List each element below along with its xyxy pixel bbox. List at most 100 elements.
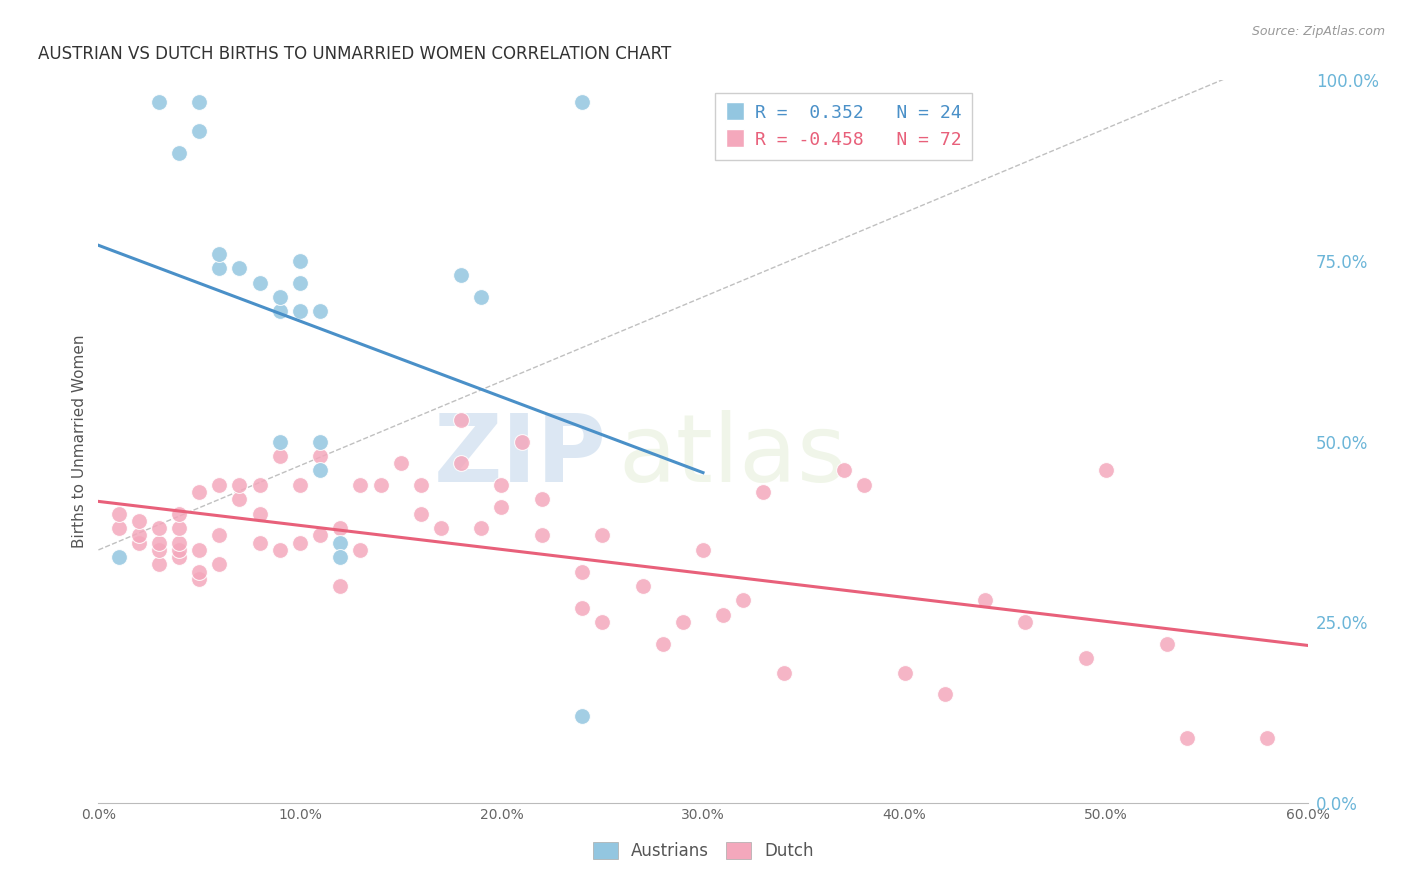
Point [148, 95, 170, 109]
Point [450, 456, 472, 470]
Point [893, 665, 915, 680]
Point [167, 507, 190, 521]
Point [430, 521, 453, 535]
Point [208, 246, 231, 260]
Point [470, 290, 492, 304]
Text: Source: ZipAtlas.com: Source: ZipAtlas.com [1251, 25, 1385, 38]
Point [309, 463, 332, 477]
Point [571, 95, 593, 109]
Point [631, 579, 654, 593]
Point [1074, 651, 1097, 665]
Point [832, 463, 855, 477]
Point [974, 593, 997, 607]
Point [167, 521, 190, 535]
Point [329, 521, 352, 535]
Point [288, 535, 311, 549]
Point [249, 535, 271, 549]
Point [1256, 731, 1278, 745]
Point [450, 268, 472, 283]
Point [530, 528, 553, 542]
Point [651, 637, 673, 651]
Point [853, 478, 876, 492]
Point [591, 615, 613, 630]
Text: atlas: atlas [619, 410, 846, 502]
Point [167, 550, 190, 565]
Point [409, 478, 432, 492]
Point [491, 500, 513, 514]
Point [148, 535, 170, 549]
Point [288, 478, 311, 492]
Point [188, 485, 211, 500]
Point [269, 290, 291, 304]
Text: AUSTRIAN VS DUTCH BIRTHS TO UNMARRIED WOMEN CORRELATION CHART: AUSTRIAN VS DUTCH BIRTHS TO UNMARRIED WO… [38, 45, 671, 63]
Point [288, 276, 311, 290]
Point [1156, 637, 1178, 651]
Point [269, 304, 291, 318]
Text: ZIP: ZIP [433, 410, 606, 502]
Point [128, 535, 150, 549]
Point [309, 434, 332, 449]
Point [370, 478, 392, 492]
Point [188, 565, 211, 579]
Point [107, 507, 129, 521]
Point [309, 528, 332, 542]
Point [107, 550, 129, 565]
Point [167, 542, 190, 557]
Point [148, 542, 170, 557]
Point [349, 542, 371, 557]
Legend: Austrians, Dutch: Austrians, Dutch [586, 835, 820, 867]
Point [167, 535, 190, 549]
Point [571, 600, 593, 615]
Point [148, 558, 170, 572]
Point [208, 261, 231, 276]
Point [309, 449, 332, 463]
Point [148, 521, 170, 535]
Point [107, 521, 129, 535]
Point [329, 535, 352, 549]
Point [389, 456, 412, 470]
Point [692, 542, 714, 557]
Point [228, 478, 250, 492]
Point [188, 542, 211, 557]
Point [491, 478, 513, 492]
Point [571, 565, 593, 579]
Point [228, 492, 250, 507]
Point [228, 261, 250, 276]
Point [128, 514, 150, 528]
Point [934, 687, 956, 701]
Point [470, 521, 492, 535]
Point [208, 558, 231, 572]
Point [269, 542, 291, 557]
Point [288, 304, 311, 318]
Point [208, 528, 231, 542]
Point [733, 593, 755, 607]
Point [288, 253, 311, 268]
Point [591, 528, 613, 542]
Point [329, 579, 352, 593]
Point [208, 478, 231, 492]
Point [711, 607, 734, 622]
Point [752, 485, 775, 500]
Point [530, 492, 553, 507]
Point [672, 615, 695, 630]
Point [329, 550, 352, 565]
Point [450, 413, 472, 427]
Point [1095, 463, 1118, 477]
Point [249, 507, 271, 521]
Point [772, 665, 794, 680]
Y-axis label: Births to Unmarried Women: Births to Unmarried Women [72, 334, 87, 549]
Point [349, 478, 371, 492]
Point [167, 145, 190, 160]
Point [409, 507, 432, 521]
Point [269, 434, 291, 449]
Point [188, 124, 211, 138]
Point [188, 95, 211, 109]
Point [188, 572, 211, 586]
Point [269, 449, 291, 463]
Point [571, 709, 593, 723]
Point [510, 434, 533, 449]
Point [249, 478, 271, 492]
Point [128, 528, 150, 542]
Point [249, 276, 271, 290]
Point [1175, 731, 1198, 745]
